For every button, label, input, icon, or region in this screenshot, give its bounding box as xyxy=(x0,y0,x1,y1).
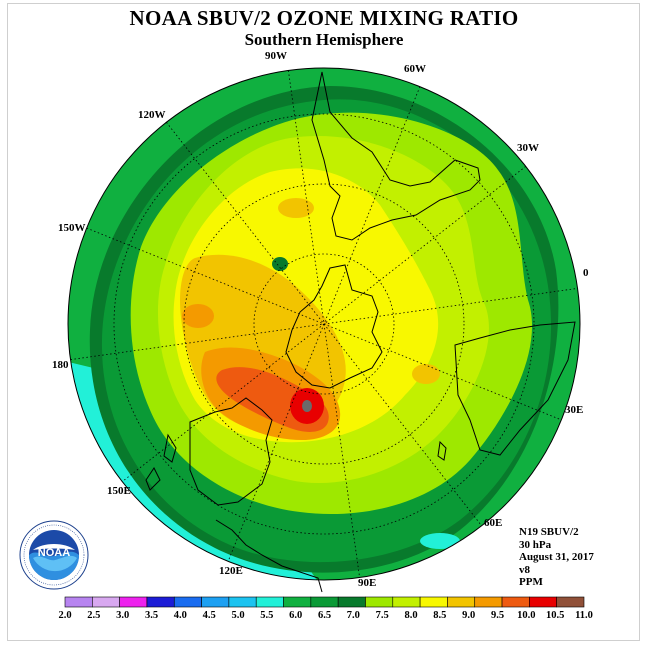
satellite-label: N19 SBUV/2 xyxy=(519,526,579,538)
colorbar-tick-label: 11.0 xyxy=(575,610,593,621)
colorbar-swatch xyxy=(419,596,448,608)
colorbar-tick-label: 6.5 xyxy=(318,610,331,621)
colorbar-swatch xyxy=(392,596,421,608)
contour-7-0-patch xyxy=(272,257,288,271)
colorbar-swatch xyxy=(201,596,230,608)
colorbar: 2.0 2.5 3.0 3.5 4.0 4.5 5.0 5.5 6.0 6.5 7.0 7.5 8.0 8… xyxy=(58,596,593,621)
coastlines xyxy=(145,71,576,593)
ozone-field xyxy=(68,68,580,580)
version-label: v8 xyxy=(519,563,530,576)
colorbar-tick-label: 10.0 xyxy=(517,610,535,621)
lon-label-60w: 60W xyxy=(404,63,426,75)
map-rim xyxy=(67,67,581,581)
latitude-circle xyxy=(183,183,465,465)
latitude-circle xyxy=(253,253,395,395)
lon-label-90w: 90W xyxy=(265,50,287,62)
colorbar-tick-label: 7.0 xyxy=(347,610,360,621)
colorbar-tick-label: 8.5 xyxy=(433,610,446,621)
lon-label-180: 180 xyxy=(52,359,69,371)
colorbar-tick-label: 5.0 xyxy=(231,610,244,621)
colorbar-swatch xyxy=(501,596,530,608)
colorbar-tick-label: 3.5 xyxy=(145,610,158,621)
antarctica-coast xyxy=(285,264,383,389)
colorbar-swatch xyxy=(119,596,148,608)
colorbar-swatch xyxy=(173,596,202,608)
asia-coast xyxy=(215,519,323,593)
colorbar-swatch xyxy=(228,596,257,608)
colorbar-tick-label: 9.0 xyxy=(462,610,475,621)
colorbar-tick-label: 10.5 xyxy=(546,610,564,621)
contour-9-0-patch xyxy=(182,304,214,328)
colorbar-tick-label: 2.0 xyxy=(58,610,71,621)
lon-label-30w: 30W xyxy=(517,142,539,154)
colorbar-swatch xyxy=(283,596,312,608)
colorbar-swatch xyxy=(474,596,503,608)
lon-label-120e: 120E xyxy=(219,565,243,577)
madagascar-coast xyxy=(437,440,447,461)
colorbar-tick-label: 4.5 xyxy=(203,610,216,621)
graticule xyxy=(70,70,578,578)
lon-label-0: 0 xyxy=(583,267,589,279)
info-block: N19 SBUV/2 30 hPa August 31, 2017 v8 PPM xyxy=(519,526,594,589)
lon-label-120w: 120W xyxy=(138,109,166,121)
noaa-logo: NOAA xyxy=(19,520,89,590)
australia-coast xyxy=(189,397,273,506)
contour-9-0-patch xyxy=(412,364,440,384)
colorbar-swatch xyxy=(92,596,120,608)
colorbar-swatch xyxy=(447,596,476,608)
logo-text: NOAA xyxy=(38,547,70,559)
lon-label-60e: 60E xyxy=(484,517,503,529)
logo-wave-light xyxy=(33,555,77,572)
lon-label-150e: 150E xyxy=(107,485,131,497)
lon-label-150w: 150W xyxy=(58,222,86,234)
colorbar-swatch xyxy=(529,596,557,608)
colorbar-tick-label: 2.5 xyxy=(87,610,100,621)
date-label: August 31, 2017 xyxy=(519,551,594,563)
africa-coast xyxy=(454,321,576,456)
colorbar-swatch xyxy=(556,596,585,608)
colorbar-swatch xyxy=(146,596,175,608)
latitude-circle xyxy=(113,113,535,535)
colorbar-tick-label: 5.5 xyxy=(260,610,273,621)
contour-9-0-patch xyxy=(278,198,314,218)
colorbar-swatch xyxy=(365,596,394,608)
figure-frame xyxy=(7,3,640,641)
logo-ring-text xyxy=(23,524,85,586)
south-america-coast xyxy=(311,71,481,241)
colorbar-swatch xyxy=(64,596,93,608)
lon-label-90e: 90E xyxy=(358,577,377,589)
colorbar-swatch xyxy=(310,596,339,608)
colorbar-tick-label: 9.5 xyxy=(491,610,504,621)
colorbar-swatch xyxy=(255,596,284,608)
lon-label-30e: 30E xyxy=(565,404,584,416)
colorbar-tick-label: 3.0 xyxy=(116,610,129,621)
contour-11-0 xyxy=(302,400,312,412)
colorbar-tick-label: 7.5 xyxy=(376,610,389,621)
colorbar-tick-label: 8.0 xyxy=(404,610,417,621)
colorbar-swatch xyxy=(337,596,366,608)
units-label: PPM xyxy=(519,576,543,588)
pressure-level-label: 30 hPa xyxy=(519,538,552,551)
map-title: NOAA SBUV/2 OZONE MIXING RATIO xyxy=(129,6,519,30)
map-subtitle: Southern Hemisphere xyxy=(244,30,404,49)
colorbar-tick-label: 4.0 xyxy=(174,610,187,621)
contour-5-5-patch xyxy=(420,533,460,549)
logo-gull-icon xyxy=(33,544,75,550)
meridian-line xyxy=(122,166,526,482)
new-zealand-coast xyxy=(145,433,177,491)
colorbar-tick-label: 6.0 xyxy=(289,610,302,621)
